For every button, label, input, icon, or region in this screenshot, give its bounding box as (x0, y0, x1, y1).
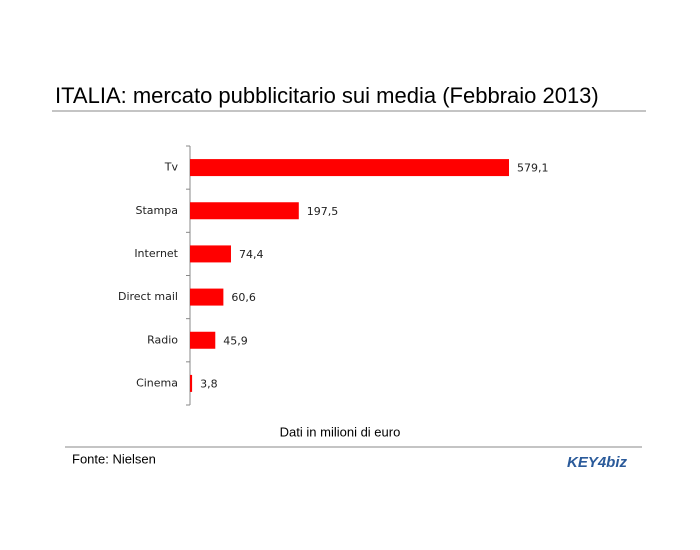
category-label: Stampa (136, 204, 178, 217)
category-label: Radio (147, 333, 178, 346)
value-label: 579,1 (517, 162, 549, 175)
value-label: 74,4 (239, 248, 263, 261)
value-label: 197,5 (307, 205, 339, 218)
category-label: Tv (164, 161, 179, 174)
category-label: Direct mail (118, 290, 178, 303)
source: Fonte: Nielsen (72, 451, 156, 466)
value-label: 45,9 (223, 334, 248, 347)
bar (190, 202, 299, 220)
category-label: Cinema (136, 376, 178, 389)
logo: KEY4biz (567, 454, 628, 471)
axis-label: Dati in milioni di euro (280, 424, 401, 439)
bar (190, 159, 509, 177)
bar (190, 288, 224, 306)
value-label: 3,8 (200, 377, 218, 390)
category-label: Internet (134, 247, 178, 260)
bar (190, 331, 216, 349)
value-label: 60,6 (231, 291, 256, 304)
bar (190, 245, 231, 263)
chart-title: ITALIA: mercato pubblicitario sui media … (55, 83, 599, 108)
bar (190, 374, 193, 392)
